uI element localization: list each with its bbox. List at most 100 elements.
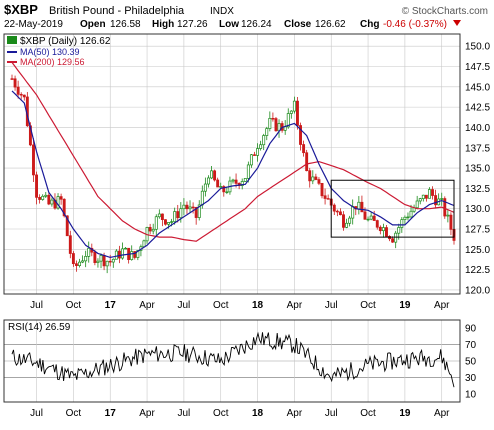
- candle-body: [59, 196, 63, 200]
- candle-body: [130, 251, 134, 260]
- candle-body: [409, 210, 413, 218]
- close-value: 126.62: [315, 19, 346, 30]
- candle-body: [164, 219, 167, 225]
- candle-body: [292, 100, 296, 112]
- legend-price-swatch: [7, 36, 17, 44]
- candle-body: [167, 222, 170, 225]
- candle-body: [253, 154, 256, 156]
- candle-body: [274, 118, 278, 132]
- price-x-tick-label: Oct: [213, 300, 229, 311]
- candle-body: [271, 117, 275, 120]
- candle-body: [446, 214, 450, 217]
- candle-body: [305, 152, 309, 172]
- candle-body: [326, 198, 330, 200]
- candle-body: [78, 261, 81, 266]
- candle-body: [449, 214, 453, 230]
- price-x-axis: Jul Oct 17 Apr Jul Oct 18 Apr Jul Oct 19 Apr: [30, 300, 450, 311]
- rsi-label: RSI(14) 26.59: [8, 322, 71, 333]
- candle-body: [41, 195, 45, 200]
- candle-body: [366, 218, 370, 221]
- candle-body: [394, 232, 398, 243]
- candle-body: [151, 228, 155, 232]
- close-label: Close: [284, 19, 312, 30]
- candle-body: [268, 117, 272, 129]
- candle-body: [75, 263, 78, 266]
- price-x-tick-label: Apr: [434, 300, 450, 311]
- candle-body: [335, 210, 339, 213]
- rsi-y-tick-label: 10: [465, 389, 477, 400]
- candle-body: [111, 258, 115, 263]
- candle-body: [148, 227, 152, 232]
- price-y-tick-label: 132.5: [465, 184, 490, 195]
- price-y-axis: 120.0 122.5 125.0 127.5 130.0 132.5 135.0 137.5…: [465, 42, 490, 297]
- candle-body: [357, 201, 361, 210]
- price-grid: [4, 34, 460, 294]
- candle-body: [418, 198, 422, 202]
- candle-body: [188, 206, 192, 210]
- legend-price-label: $XBP (Daily) 126.62: [20, 36, 111, 47]
- candle-body: [381, 227, 385, 232]
- price-y-tick-label: 140.0: [465, 123, 490, 134]
- price-y-tick-label: 127.5: [465, 225, 490, 236]
- low-value: 126.24: [241, 19, 272, 30]
- candle-body: [332, 204, 336, 212]
- price-y-tick-label: 120.0: [465, 285, 490, 296]
- candle-body: [256, 148, 260, 156]
- rsi-x-tick-label: Jul: [177, 408, 190, 419]
- price-y-tick-label: 150.0: [465, 42, 490, 53]
- price-candles: [10, 74, 456, 274]
- rsi-y-axis: 10 30 50 70 90: [465, 324, 477, 401]
- candle-body: [259, 144, 263, 149]
- ma50-line: [11, 90, 455, 259]
- candle-body: [22, 94, 26, 98]
- candle-body: [32, 144, 35, 176]
- low-label: Low: [219, 19, 239, 30]
- candle-body: [406, 216, 410, 219]
- candle-body: [216, 179, 220, 188]
- candle-body: [210, 170, 213, 179]
- candle-body: [197, 204, 201, 218]
- price-y-tick-label: 125.0: [465, 245, 490, 256]
- rsi-panel-frame: [3, 319, 461, 403]
- candle-body: [157, 213, 161, 218]
- candle-body: [200, 190, 204, 206]
- candle-body: [369, 215, 373, 220]
- candle-body: [65, 215, 69, 237]
- candle-body: [431, 189, 434, 196]
- rsi-y-tick-label: 30: [465, 373, 477, 384]
- candle-body: [289, 110, 293, 114]
- candle-body: [311, 176, 315, 182]
- candle-body: [50, 199, 54, 205]
- price-panel-frame: [3, 33, 461, 295]
- down-arrow-icon: [453, 20, 461, 26]
- candle-body: [194, 207, 198, 218]
- candle-body: [421, 194, 425, 199]
- chg-value: -0.46 (-0.37%): [383, 19, 447, 30]
- candle-body: [114, 250, 118, 260]
- candle-body: [427, 189, 431, 199]
- candle-body: [124, 247, 128, 250]
- ma200-line: [11, 62, 455, 242]
- candle-body: [35, 174, 39, 198]
- candle-body: [320, 182, 324, 197]
- candle-body: [105, 260, 109, 267]
- price-x-tick-label: Oct: [66, 300, 82, 311]
- rsi-y-tick-label: 70: [465, 340, 477, 351]
- candle-body: [136, 250, 140, 258]
- candle-body: [308, 170, 312, 182]
- candle-body: [222, 186, 226, 193]
- rsi-y-tick-label: 50: [465, 357, 477, 368]
- candle-body: [265, 128, 269, 136]
- candle-body: [102, 255, 106, 267]
- candle-body: [93, 251, 97, 263]
- candle-body: [185, 204, 189, 210]
- candle-body: [19, 93, 23, 96]
- price-x-tick-label: Oct: [360, 300, 376, 311]
- candle-body: [363, 211, 367, 220]
- price-x-tick-label: Apr: [139, 300, 155, 311]
- chg-label: Chg: [360, 19, 379, 30]
- rsi-x-tick-label: Oct: [360, 408, 376, 419]
- candle-body: [424, 194, 428, 199]
- candle-body: [170, 221, 174, 223]
- candle-body: [81, 260, 85, 263]
